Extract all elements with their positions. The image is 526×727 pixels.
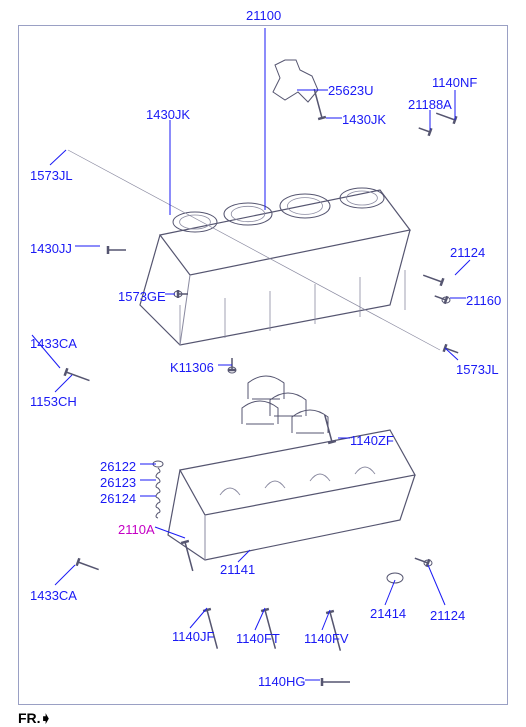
- part-label-pn-21141[interactable]: 21141: [220, 562, 255, 577]
- part-label-pn-25623U[interactable]: 25623U: [328, 83, 374, 98]
- part-label-pn-21124-b[interactable]: 21124: [430, 608, 465, 623]
- part-label-pn-21414[interactable]: 21414: [370, 606, 406, 621]
- part-label-pn-1153CH[interactable]: 1153CH: [30, 394, 77, 409]
- part-label-pn-26122[interactable]: 26122: [100, 459, 136, 474]
- part-label-pn-1140ZF[interactable]: 1140ZF: [350, 433, 394, 448]
- part-label-pn-1430JK-a[interactable]: 1430JK: [146, 107, 190, 122]
- part-label-pn-1430JK-b[interactable]: 1430JK: [342, 112, 386, 127]
- part-label-pn-1573JL-b[interactable]: 1573JL: [456, 362, 499, 377]
- part-label-pn-K11306[interactable]: K11306: [170, 360, 214, 375]
- part-label-pn-1140NF[interactable]: 1140NF: [432, 75, 477, 90]
- part-label-pn-1573JL-a[interactable]: 1573JL: [30, 168, 73, 183]
- part-label-pn-26124[interactable]: 26124: [100, 491, 136, 506]
- part-label-pn-21160[interactable]: 21160: [466, 293, 501, 308]
- part-label-pn-1433CA-a[interactable]: 1433CA: [30, 336, 77, 351]
- fr-text: FR.: [18, 710, 41, 726]
- part-label-pn-21100[interactable]: 21100: [246, 8, 281, 23]
- part-label-pn-26123[interactable]: 26123: [100, 475, 136, 490]
- part-label-pn-1430JJ[interactable]: 1430JJ: [30, 241, 72, 256]
- fr-arrow-icon: ➧: [40, 710, 52, 727]
- part-label-pn-21124-a[interactable]: 21124: [450, 245, 485, 260]
- part-label-pn-1140FV[interactable]: 1140FV: [304, 631, 349, 646]
- part-label-pn-1573GE[interactable]: 1573GE: [118, 289, 166, 304]
- part-label-pn-1140HG[interactable]: 1140HG: [258, 674, 305, 689]
- part-label-pn-1140FT[interactable]: 1140FT: [236, 631, 280, 646]
- part-label-pn-2110A[interactable]: 2110A: [118, 522, 155, 537]
- part-label-pn-1433CA-b[interactable]: 1433CA: [30, 588, 77, 603]
- part-label-pn-1140JF[interactable]: 1140JF: [172, 629, 214, 644]
- diagram-stage: 21100 25623U 1140NF 21188A 1430JK 1430JK 1573J…: [0, 0, 526, 727]
- part-label-pn-21188A[interactable]: 21188A: [408, 97, 452, 112]
